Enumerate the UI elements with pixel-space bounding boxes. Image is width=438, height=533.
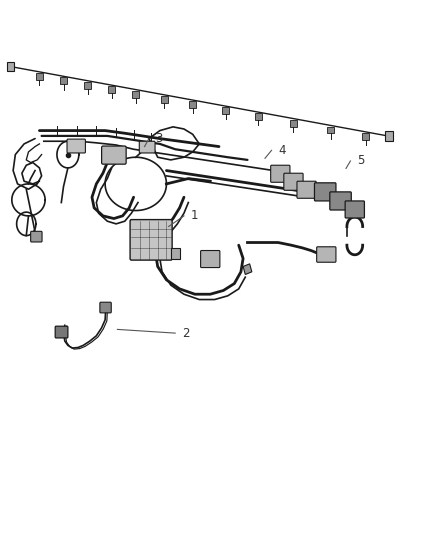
Bar [222,107,229,114]
FancyBboxPatch shape [130,220,172,260]
Bar [60,77,67,84]
Bar [7,62,14,71]
Polygon shape [243,264,252,274]
FancyBboxPatch shape [314,183,336,201]
Bar [189,101,196,108]
Bar [385,131,393,141]
Bar [84,82,91,88]
Bar [327,126,334,133]
Polygon shape [171,248,180,259]
Text: 3: 3 [155,132,163,145]
Text: 4: 4 [278,144,286,157]
Bar [290,120,297,127]
FancyBboxPatch shape [139,141,155,153]
Text: 2: 2 [182,327,189,340]
FancyBboxPatch shape [31,231,42,242]
Bar [255,113,262,120]
Bar [362,133,369,140]
FancyBboxPatch shape [55,326,68,338]
FancyBboxPatch shape [271,165,290,182]
FancyBboxPatch shape [284,173,303,190]
FancyBboxPatch shape [297,181,316,198]
FancyBboxPatch shape [201,251,220,268]
FancyBboxPatch shape [67,139,85,153]
FancyBboxPatch shape [330,192,351,210]
FancyBboxPatch shape [102,146,126,164]
Text: 5: 5 [357,155,364,167]
Bar [132,91,139,98]
Bar [161,96,168,103]
FancyBboxPatch shape [100,302,111,313]
Bar [108,86,115,93]
Text: 1: 1 [191,209,198,222]
FancyBboxPatch shape [317,247,336,262]
Bar [36,73,43,80]
FancyBboxPatch shape [345,201,364,218]
